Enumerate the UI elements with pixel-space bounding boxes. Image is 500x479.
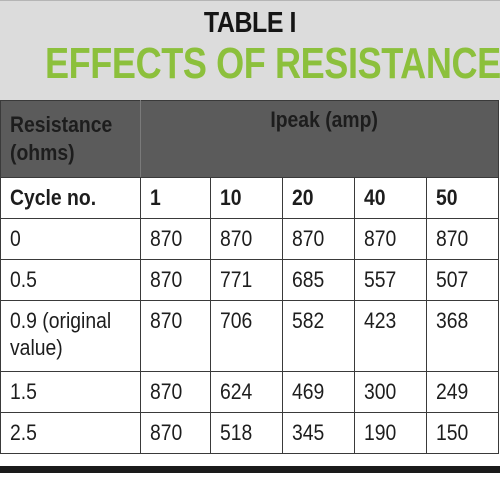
resistance-cell: 1.5 — [0, 371, 141, 413]
table-title: EFFECTS OF RESISTANCE — [45, 39, 500, 88]
resistance-header-line2: (ohms) — [10, 140, 75, 165]
cycle-cell: 50 — [426, 177, 499, 219]
table-row: 2.5 870 518 345 190 150 — [0, 412, 499, 454]
ipeak-cell: 423 — [354, 300, 427, 372]
ipeak-cell: 706 — [210, 300, 283, 372]
table-row: 1.5 870 624 469 300 249 — [0, 371, 499, 413]
ipeak-header-label: Ipeak (amp) — [270, 107, 378, 132]
ipeak-cell: 870 — [140, 300, 211, 372]
column-header-row: Resistance (ohms) Ipeak (amp) — [0, 100, 499, 178]
ipeak-cell: 870 — [140, 412, 211, 454]
resistance-cell: 0.5 — [0, 259, 141, 301]
ipeak-cell: 870 — [140, 371, 211, 413]
ipeak-cell: 469 — [282, 371, 355, 413]
table-row: 0.9 (original value) 870 706 582 423 368 — [0, 300, 499, 372]
ipeak-cell: 518 — [210, 412, 283, 454]
resistance-data-table: Resistance (ohms) Ipeak (amp) Cycle no. … — [0, 100, 499, 454]
ipeak-cell: 870 — [282, 218, 355, 260]
ipeak-cell: 870 — [140, 218, 211, 260]
resistance-cell: 0 — [0, 218, 141, 260]
ipeak-column-header: Ipeak (amp) — [140, 100, 499, 178]
resistance-cell: 0.9 (original value) — [0, 300, 141, 372]
cycle-number-row: Cycle no. 1 10 20 40 50 — [0, 177, 499, 219]
ipeak-cell: 345 — [282, 412, 355, 454]
ipeak-cell: 582 — [282, 300, 355, 372]
ipeak-cell: 190 — [354, 412, 427, 454]
table-header-band: TABLE I EFFECTS OF RESISTANCE — [0, 0, 500, 100]
ipeak-cell: 249 — [426, 371, 499, 413]
resistance-header-line1: Resistance — [10, 112, 113, 137]
cycle-cell: 20 — [282, 177, 355, 219]
ipeak-cell: 300 — [354, 371, 427, 413]
ipeak-cell: 771 — [210, 259, 283, 301]
table-row: 0.5 870 771 685 557 507 — [0, 259, 499, 301]
cycle-label-cell: Cycle no. — [0, 177, 141, 219]
table-row: 0 870 870 870 870 870 — [0, 218, 499, 260]
resistance-column-header: Resistance (ohms) — [0, 100, 141, 178]
table-number: TABLE I — [203, 7, 297, 39]
ipeak-cell: 870 — [426, 218, 499, 260]
ipeak-cell: 368 — [426, 300, 499, 372]
ipeak-cell: 870 — [354, 218, 427, 260]
cycle-cell: 40 — [354, 177, 427, 219]
ipeak-cell: 870 — [140, 259, 211, 301]
bottom-rule — [0, 466, 500, 473]
ipeak-cell: 150 — [426, 412, 499, 454]
ipeak-cell: 624 — [210, 371, 283, 413]
cycle-cell: 10 — [210, 177, 283, 219]
ipeak-cell: 685 — [282, 259, 355, 301]
cycle-cell: 1 — [140, 177, 211, 219]
ipeak-cell: 557 — [354, 259, 427, 301]
ipeak-cell: 870 — [210, 218, 283, 260]
resistance-cell: 2.5 — [0, 412, 141, 454]
ipeak-cell: 507 — [426, 259, 499, 301]
